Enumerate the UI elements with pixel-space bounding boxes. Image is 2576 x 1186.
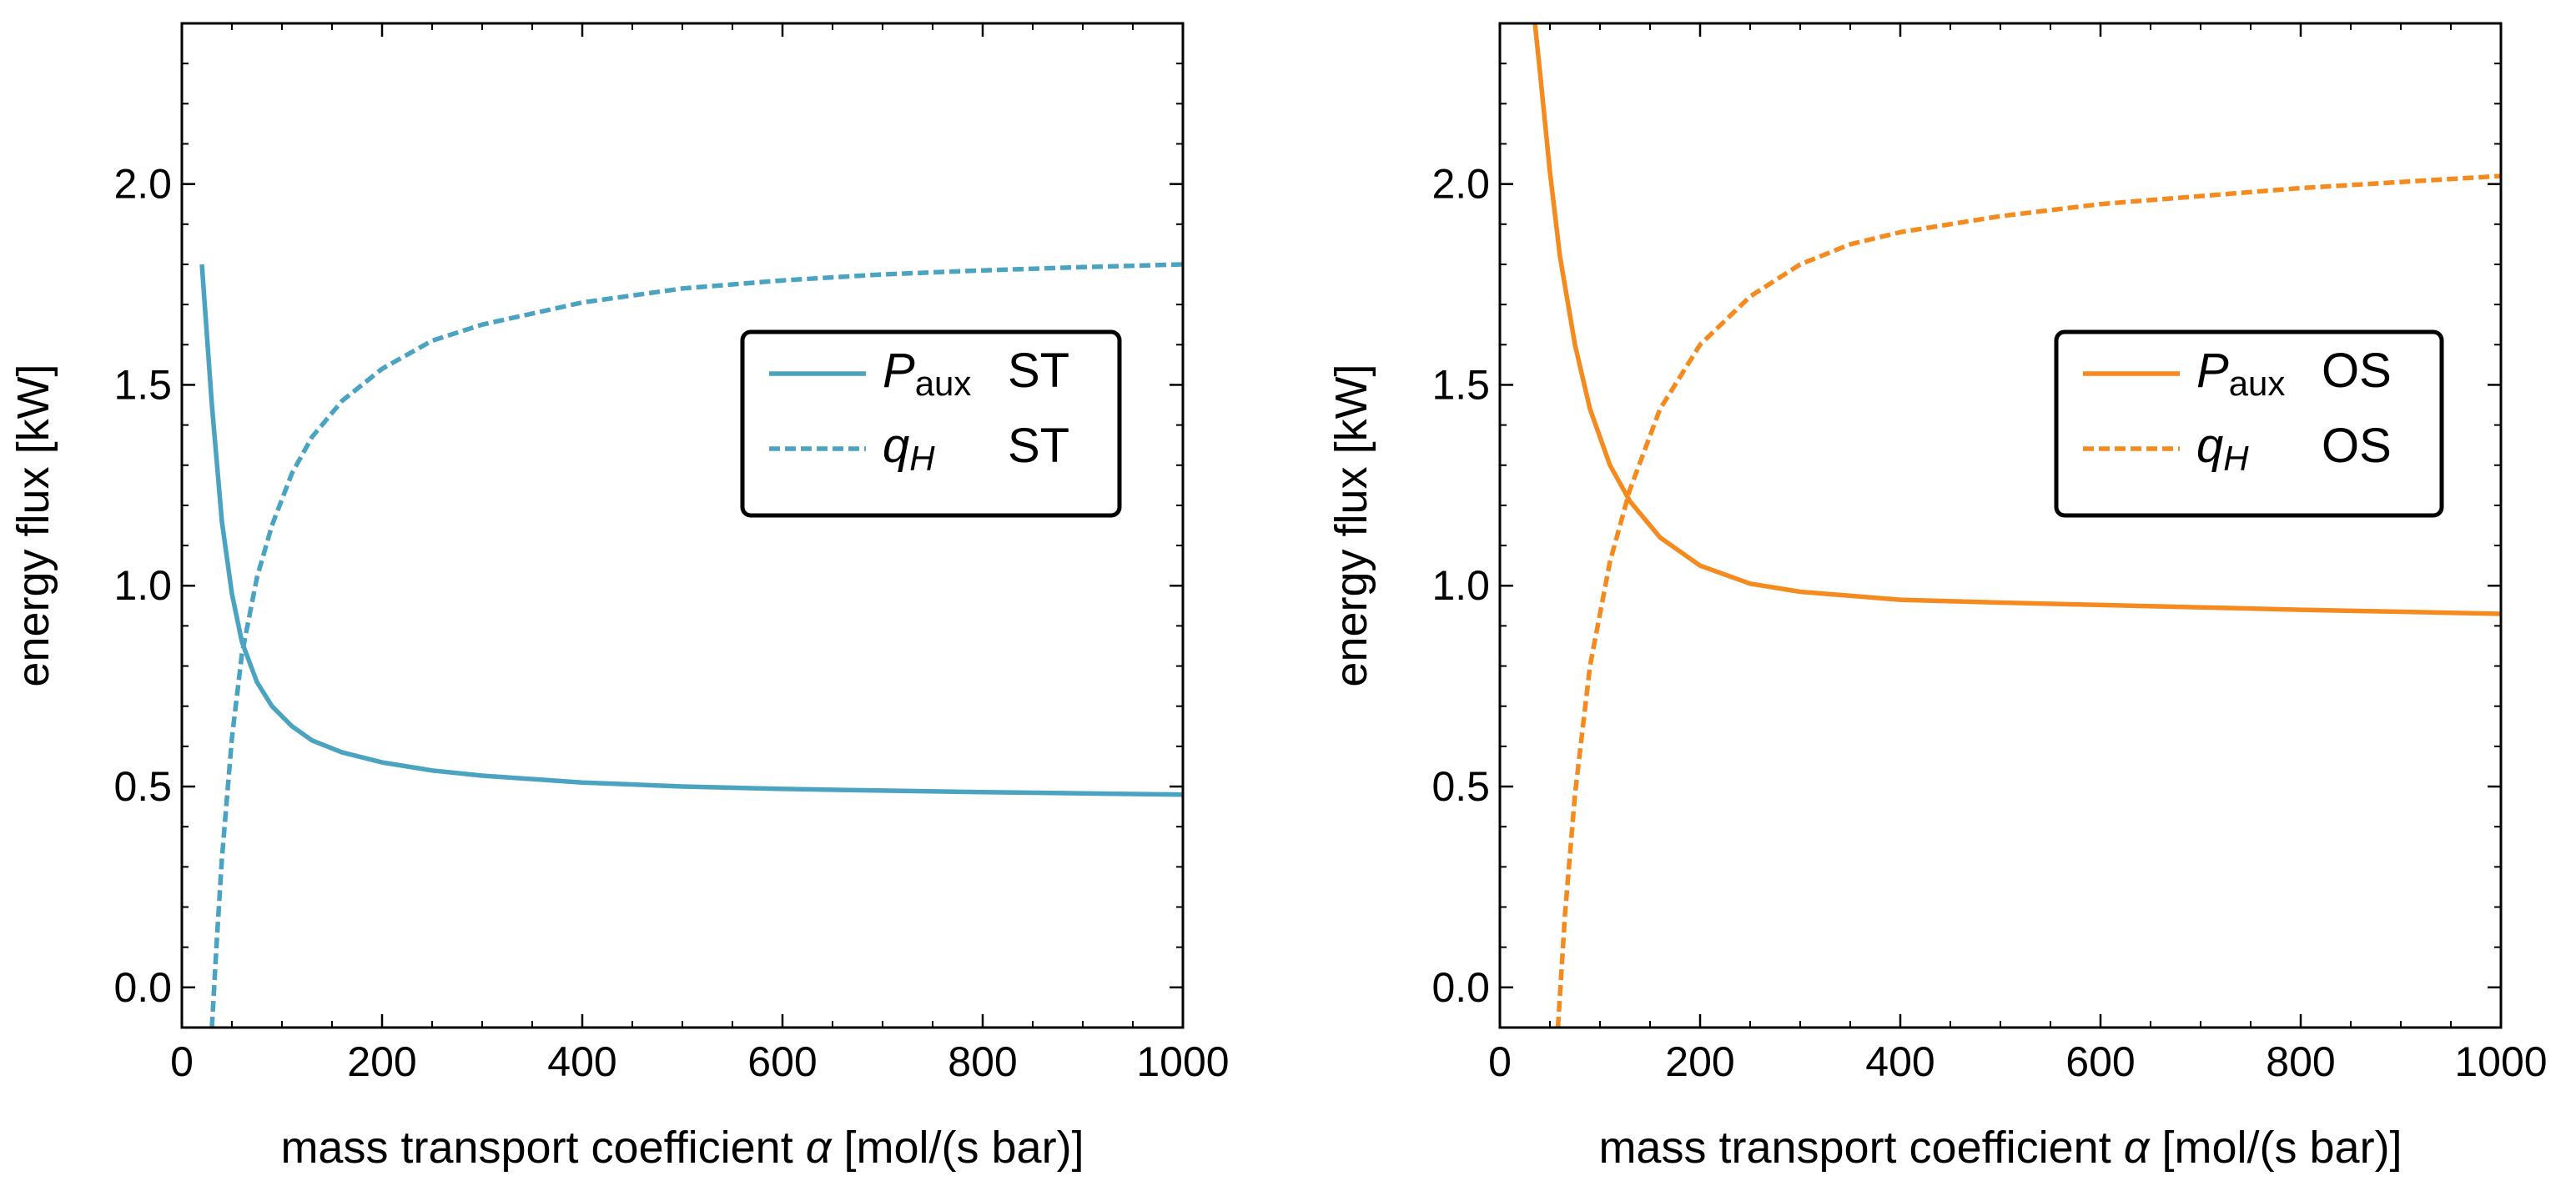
y-tick-label: 2.0 [1431, 161, 1490, 208]
minor-ticks [182, 23, 1183, 1028]
legend-entry-label: Paux [2196, 344, 2285, 403]
legend-symbol: q [883, 419, 909, 473]
legend-subscript: H [909, 439, 935, 478]
series-line-q-h-os [1555, 173, 2501, 1028]
y-axis-label: energy flux [kW] [1326, 364, 1376, 686]
y-tick-label: 1.0 [1431, 562, 1490, 609]
series-line-q-h-st [209, 262, 1183, 1028]
legend-entry-label: qH [883, 419, 935, 478]
x-tick-label: 0 [170, 1038, 194, 1085]
x-axis-label: mass transport coefficient α [mol/(s bar… [1598, 1123, 2402, 1173]
major-ticks [180, 23, 1185, 1028]
series-line-p-aux-os [1532, 23, 2501, 616]
legend-entry-label: qH [2196, 419, 2249, 478]
plot-frame [180, 22, 1185, 1029]
x-tick-label: 400 [1865, 1038, 1935, 1085]
plot-frame [1498, 22, 2503, 1029]
legend-entry-label: Paux [883, 344, 971, 403]
legend-symbol: P [2196, 344, 2229, 398]
legend: Paux OS qH OS [2054, 329, 2444, 518]
legend-box [2054, 329, 2444, 518]
legend-symbol: P [883, 344, 915, 398]
x-tick-label: 1000 [1136, 1038, 1229, 1085]
x-axis-label-prefix: mass transport coefficient [280, 1123, 805, 1173]
legend-tag: OS [2322, 344, 2392, 398]
y-tick-label: 0.5 [113, 763, 172, 810]
x-tick-label: 600 [747, 1038, 817, 1085]
y-tick-label: 2.0 [113, 161, 172, 208]
legend-subscript: H [2223, 439, 2249, 478]
x-tick-label: 800 [2266, 1038, 2335, 1085]
y-tick-label: 1.0 [113, 562, 172, 609]
legend-symbol: q [2196, 419, 2223, 473]
y-tick-label: 1.5 [1431, 361, 1490, 408]
legend-box [740, 329, 1122, 518]
series-lines [1532, 23, 2501, 1028]
x-axis-label: mass transport coefficient α [mol/(s bar… [280, 1123, 1084, 1173]
legend-tag: ST [1008, 344, 1069, 398]
right-chart-panel: 0 200 400 600 800 1000 0.0 0.5 1.0 1.5 2.0 mass tra… [1326, 22, 2548, 1173]
legend-subscript: aux [2229, 364, 2286, 403]
y-tick-label: 1.5 [113, 361, 172, 408]
x-tick-label: 400 [547, 1038, 616, 1085]
series-line-p-aux-st [199, 264, 1183, 797]
x-axis-label-symbol: α [2124, 1123, 2151, 1173]
series-lines [199, 262, 1183, 1028]
x-tick-label: 600 [2065, 1038, 2135, 1085]
x-axis-label-suffix: [mol/(s bar)] [2150, 1123, 2402, 1173]
y-tick-label: 0.5 [1431, 763, 1490, 810]
left-chart-panel: 0 200 400 600 800 1000 0.0 0.5 1.0 1.5 2.0 mass tra… [8, 22, 1230, 1173]
legend-tag: OS [2322, 419, 2392, 473]
x-axis-label-prefix: mass transport coefficient [1598, 1123, 2123, 1173]
x-axis-label-symbol: α [806, 1123, 833, 1173]
x-tick-label: 1000 [2454, 1038, 2547, 1085]
x-tick-label: 800 [948, 1038, 1017, 1085]
legend-subscript: aux [915, 364, 972, 403]
x-tick-label: 200 [1665, 1038, 1734, 1085]
y-axis-label: energy flux [kW] [8, 364, 58, 686]
x-tick-label: 0 [1488, 1038, 1512, 1085]
x-axis-label-suffix: [mol/(s bar)] [832, 1123, 1084, 1173]
y-tick-label: 0.0 [1431, 964, 1490, 1011]
x-tick-label: 200 [347, 1038, 416, 1085]
legend-tag: ST [1008, 419, 1069, 473]
y-tick-label: 0.0 [113, 964, 172, 1011]
legend: Paux ST qH ST [740, 329, 1122, 518]
